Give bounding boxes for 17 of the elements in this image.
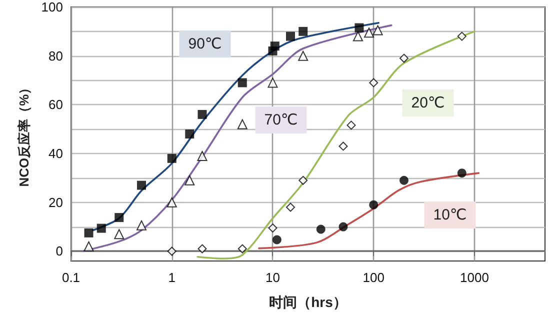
y-tick-label: 40 bbox=[48, 146, 63, 162]
y-tick-label: 20 bbox=[48, 194, 63, 210]
annotation: 70℃ bbox=[264, 112, 298, 128]
y-tick-label: 0 bbox=[56, 244, 63, 259]
x-axis-title: 时间（hrs） bbox=[269, 294, 347, 310]
y-axis-title: NCO反应率（%） bbox=[16, 81, 32, 187]
x-tick-label: 1000 bbox=[460, 270, 489, 285]
y-tick-label: 100 bbox=[41, 0, 63, 14]
x-tick-label: 1 bbox=[168, 270, 176, 285]
annotation: 10℃ bbox=[433, 206, 467, 224]
x-tick-label: 10 bbox=[266, 270, 280, 285]
y-tick-label: 60 bbox=[48, 97, 63, 112]
annotation: 20℃ bbox=[411, 94, 445, 112]
x-tick-label: 0.1 bbox=[62, 270, 80, 285]
x-tick-label: 100 bbox=[362, 270, 384, 285]
y-tick-label: 80 bbox=[48, 48, 63, 64]
annotation: 90℃ bbox=[188, 36, 222, 52]
